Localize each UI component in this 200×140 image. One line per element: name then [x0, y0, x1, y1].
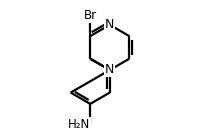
Text: N: N — [105, 64, 114, 76]
Text: N: N — [105, 18, 114, 31]
Text: Br: Br — [84, 9, 97, 22]
Text: H₂N: H₂N — [68, 118, 90, 131]
